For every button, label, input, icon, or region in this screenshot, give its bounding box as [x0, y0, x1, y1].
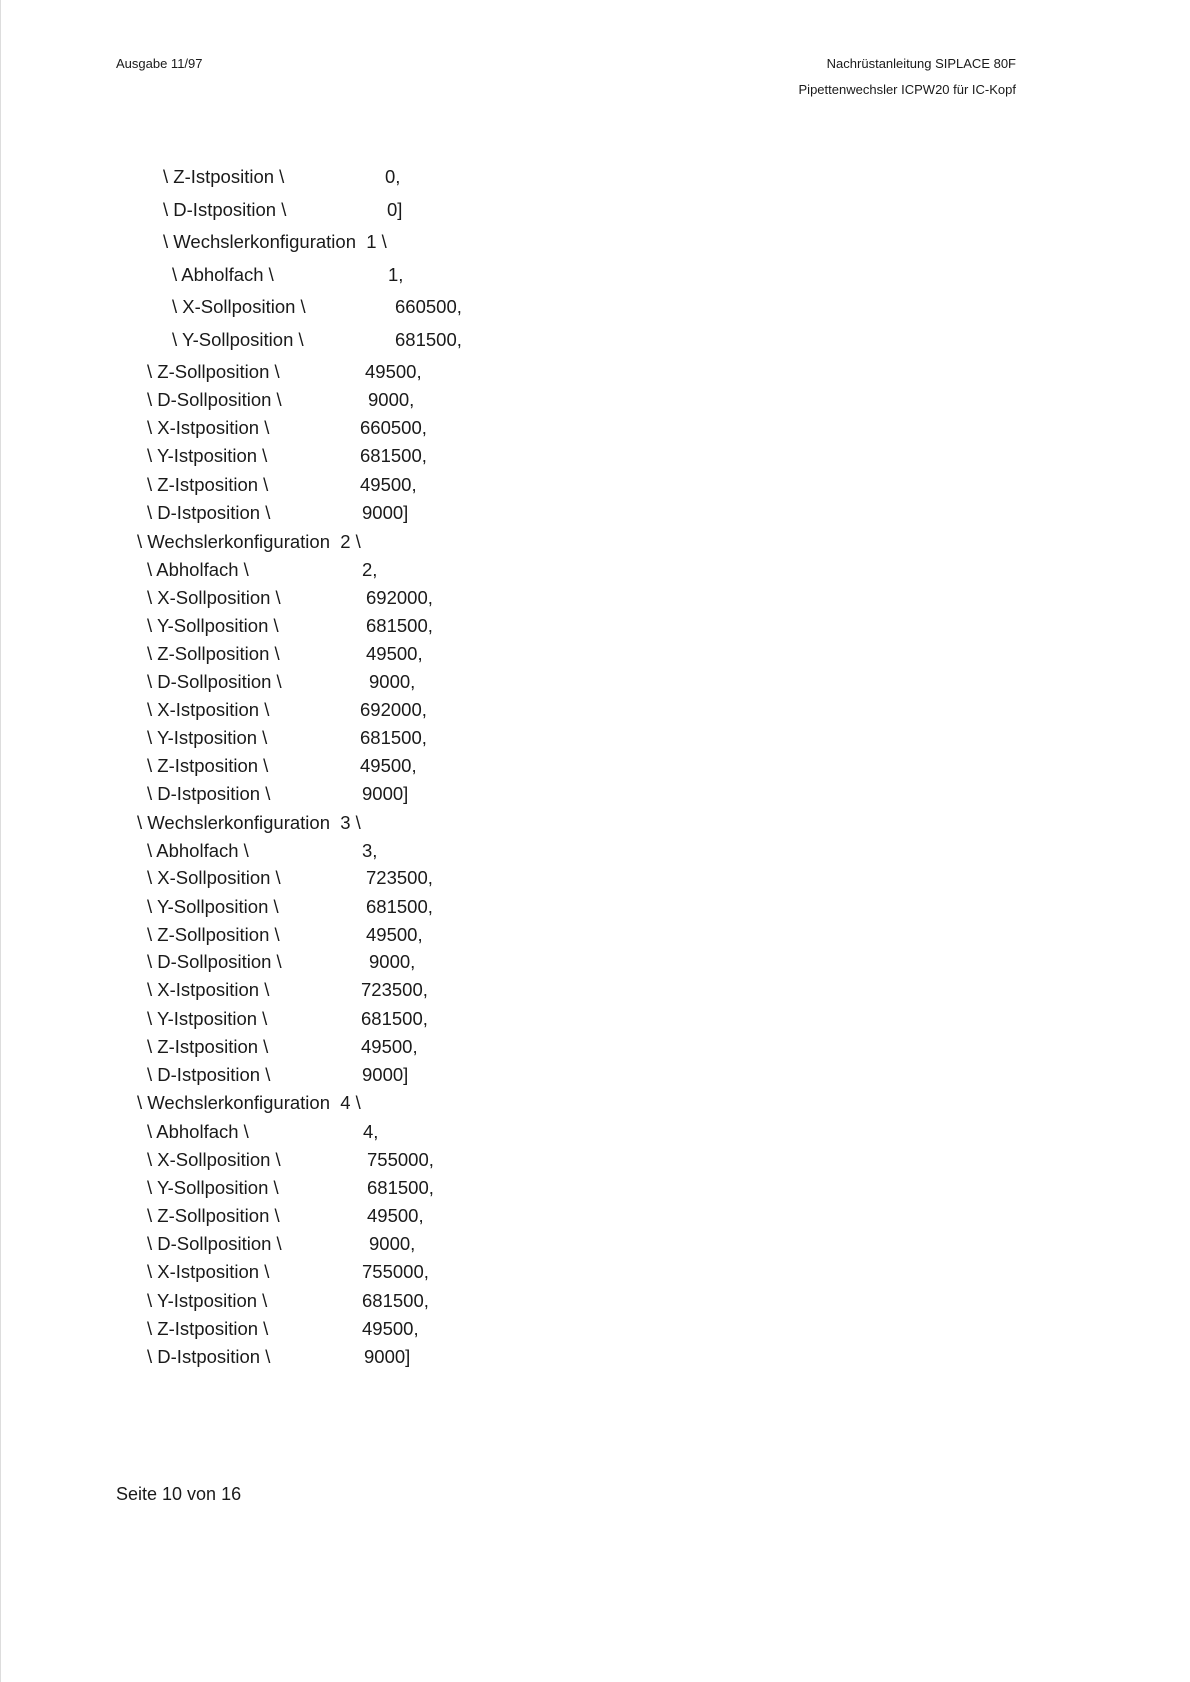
parameter-label: \ X-Istposition \ — [147, 1261, 270, 1282]
parameter-label: \ D-Sollposition \ — [147, 389, 282, 410]
parameter-value: 3, — [362, 840, 378, 861]
parameter-value: 9000, — [369, 671, 416, 692]
parameter-value: 49500, — [367, 1205, 424, 1226]
parameter-label: \ D-Sollposition \ — [147, 1233, 282, 1254]
parameter-label: \ D-Sollposition \ — [147, 951, 282, 972]
parameter-value: 49500, — [365, 361, 422, 382]
parameter-label: \ D-Istposition \ — [147, 1064, 271, 1085]
parameter-value: 692000, — [360, 699, 427, 720]
parameter-value: 1, — [388, 264, 404, 285]
parameter-value: 681500, — [395, 329, 462, 350]
parameter-label: \ Z-Sollposition \ — [147, 1205, 280, 1226]
parameter-label: \ D-Istposition \ — [147, 1346, 271, 1367]
parameter-label: \ Y-Sollposition \ — [147, 615, 279, 636]
parameter-value: 49500, — [360, 474, 417, 495]
section-heading: \ Wechslerkonfiguration 3 \ — [137, 812, 361, 833]
parameter-label: \ Z-Istposition \ — [147, 474, 269, 495]
header-title: Nachrüstanleitung SIPLACE 80F — [826, 56, 1016, 71]
parameter-label: \ Z-Istposition \ — [147, 1318, 269, 1339]
parameter-label: \ Z-Istposition \ — [163, 166, 285, 187]
parameter-label: \ D-Istposition \ — [147, 502, 271, 523]
parameter-label: \ Z-Istposition \ — [147, 755, 269, 776]
parameter-label: \ Y-Sollposition \ — [172, 329, 304, 350]
parameter-label: \ Abholfach \ — [147, 559, 249, 580]
parameter-value: 755000, — [362, 1261, 429, 1282]
parameter-value: 9000, — [369, 951, 416, 972]
parameter-label: \ Abholfach \ — [147, 840, 249, 861]
parameter-value: 692000, — [366, 587, 433, 608]
parameter-value: 9000, — [369, 1233, 416, 1254]
parameter-label: \ Z-Sollposition \ — [147, 643, 280, 664]
section-heading: \ Wechslerkonfiguration 2 \ — [137, 531, 361, 552]
parameter-label: \ X-Istposition \ — [147, 979, 270, 1000]
parameter-label: \ Y-Istposition \ — [147, 445, 268, 466]
parameter-value: 723500, — [366, 867, 433, 888]
parameter-label: \ X-Istposition \ — [147, 699, 270, 720]
parameter-label: \ Y-Istposition \ — [147, 727, 268, 748]
header-subtitle: Pipettenwechsler ICPW20 für IC-Kopf — [798, 82, 1016, 97]
parameter-value: 681500, — [361, 1008, 428, 1029]
parameter-value: 9000] — [362, 502, 409, 523]
parameter-value: 681500, — [367, 1177, 434, 1198]
parameter-label: \ X-Istposition \ — [147, 417, 270, 438]
parameter-label: \ Y-Sollposition \ — [147, 1177, 279, 1198]
parameter-value: 723500, — [361, 979, 428, 1000]
parameter-value: 9000, — [368, 389, 415, 410]
parameter-label: \ Z-Sollposition \ — [147, 924, 280, 945]
parameter-value: 9000] — [364, 1346, 411, 1367]
parameter-label: \ Y-Istposition \ — [147, 1008, 268, 1029]
parameter-label: \ X-Sollposition \ — [172, 296, 306, 317]
parameter-value: 2, — [362, 559, 378, 580]
parameter-value: 49500, — [366, 643, 423, 664]
parameter-value: 0] — [387, 199, 403, 220]
parameter-label: \ D-Istposition \ — [147, 783, 271, 804]
parameter-label: \ Y-Istposition \ — [147, 1290, 268, 1311]
parameter-value: 49500, — [366, 924, 423, 945]
parameter-value: 49500, — [361, 1036, 418, 1057]
scan-edge — [0, 0, 1, 1682]
parameter-label: \ D-Sollposition \ — [147, 671, 282, 692]
parameter-value: 0, — [385, 166, 401, 187]
parameter-label: \ Y-Sollposition \ — [147, 896, 279, 917]
parameter-label: \ Abholfach \ — [147, 1121, 249, 1142]
parameter-value: 681500, — [360, 727, 427, 748]
parameter-value: 681500, — [366, 896, 433, 917]
parameter-label: \ Abholfach \ — [172, 264, 274, 285]
parameter-label: \ D-Istposition \ — [163, 199, 287, 220]
header-edition: Ausgabe 11/97 — [116, 56, 203, 71]
parameter-value: 681500, — [360, 445, 427, 466]
parameter-label: \ Z-Sollposition \ — [147, 361, 280, 382]
parameter-value: 49500, — [362, 1318, 419, 1339]
page-number: Seite 10 von 16 — [116, 1484, 242, 1504]
parameter-value: 681500, — [366, 615, 433, 636]
parameter-value: 681500, — [362, 1290, 429, 1311]
parameter-value: 660500, — [360, 417, 427, 438]
parameter-label: \ X-Sollposition \ — [147, 587, 281, 608]
parameter-value: 755000, — [367, 1149, 434, 1170]
parameter-value: 9000] — [362, 1064, 409, 1085]
parameter-value: 9000] — [362, 783, 409, 804]
parameter-value: 49500, — [360, 755, 417, 776]
parameter-label: \ X-Sollposition \ — [147, 1149, 281, 1170]
parameter-label: \ X-Sollposition \ — [147, 867, 281, 888]
parameter-value: 660500, — [395, 296, 462, 317]
section-heading: \ Wechslerkonfiguration 4 \ — [137, 1092, 361, 1113]
section-heading: \ Wechslerkonfiguration 1 \ — [163, 231, 387, 252]
parameter-label: \ Z-Istposition \ — [147, 1036, 269, 1057]
parameter-value: 4, — [363, 1121, 379, 1142]
